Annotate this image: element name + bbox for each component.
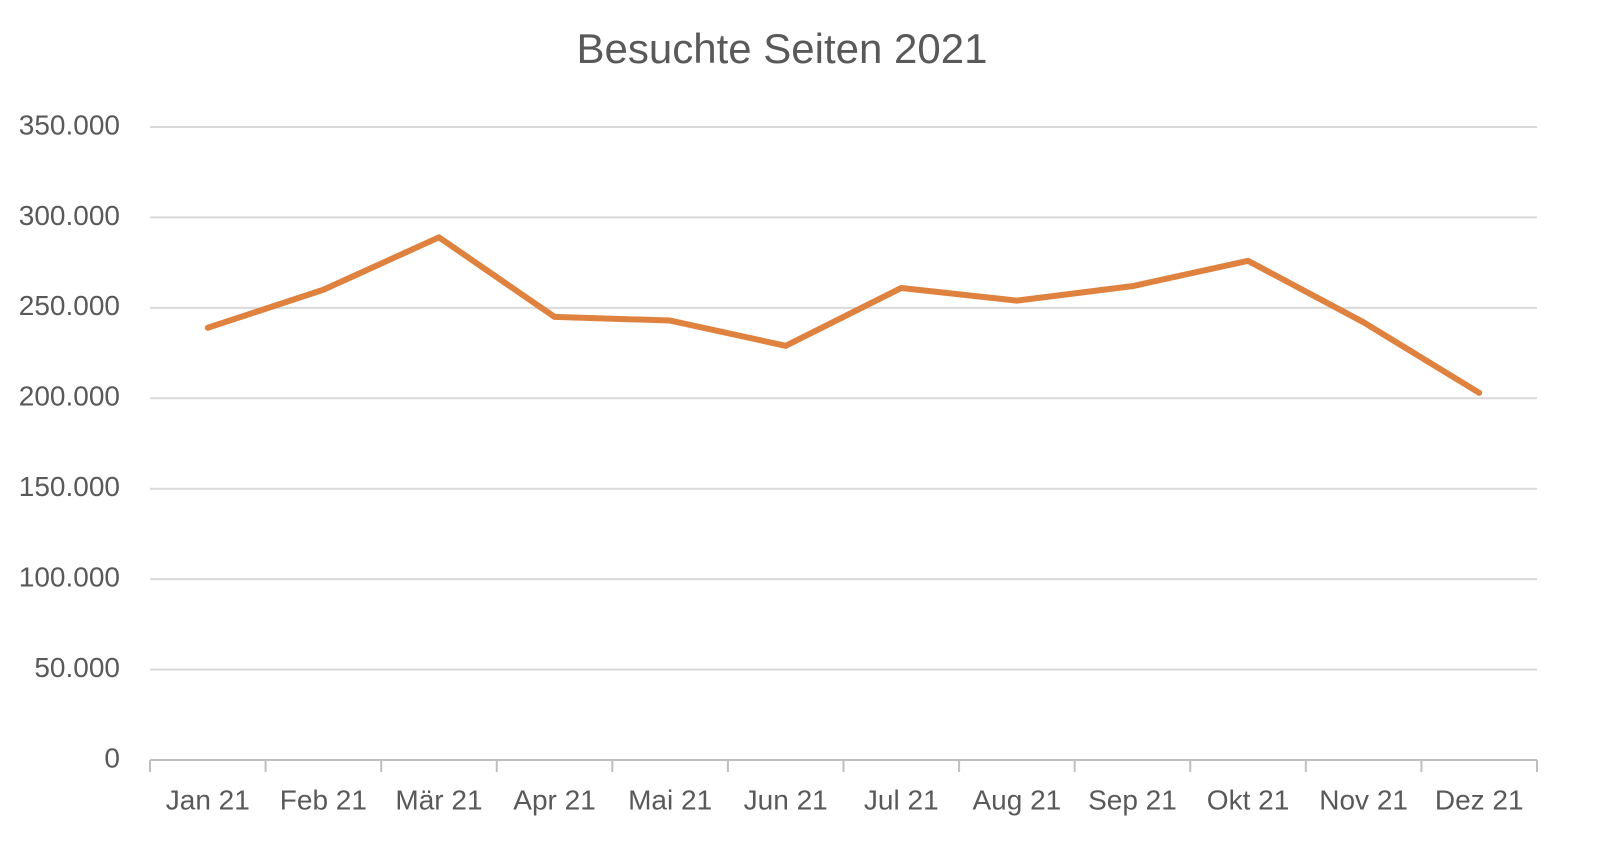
x-tick-label: Jun 21 (744, 784, 828, 815)
x-tick-label: Apr 21 (513, 784, 596, 815)
x-tick-label: Feb 21 (280, 784, 367, 815)
y-tick-label: 50.000 (34, 652, 120, 683)
y-tick-label: 150.000 (19, 471, 120, 502)
y-tick-label: 100.000 (19, 562, 120, 593)
x-tick-label: Jan 21 (166, 784, 250, 815)
x-tick-label: Okt 21 (1207, 784, 1289, 815)
x-tick-label: Mai 21 (628, 784, 712, 815)
y-tick-label: 250.000 (19, 290, 120, 321)
x-tick-label: Jul 21 (864, 784, 939, 815)
chart-title: Besuchte Seiten 2021 (577, 25, 988, 72)
y-tick-label: 0 (104, 742, 120, 773)
data-line (204, 234, 1483, 396)
x-tick-label: Dez 21 (1435, 784, 1524, 815)
x-tick-label: Nov 21 (1319, 784, 1408, 815)
x-tick-label: Mär 21 (395, 784, 482, 815)
y-tick-label: 200.000 (19, 381, 120, 412)
x-tick-label: Aug 21 (973, 784, 1062, 815)
y-tick-label: 350.000 (19, 109, 120, 140)
y-tick-label: 300.000 (19, 200, 120, 231)
x-tick-label: Sep 21 (1088, 784, 1177, 815)
